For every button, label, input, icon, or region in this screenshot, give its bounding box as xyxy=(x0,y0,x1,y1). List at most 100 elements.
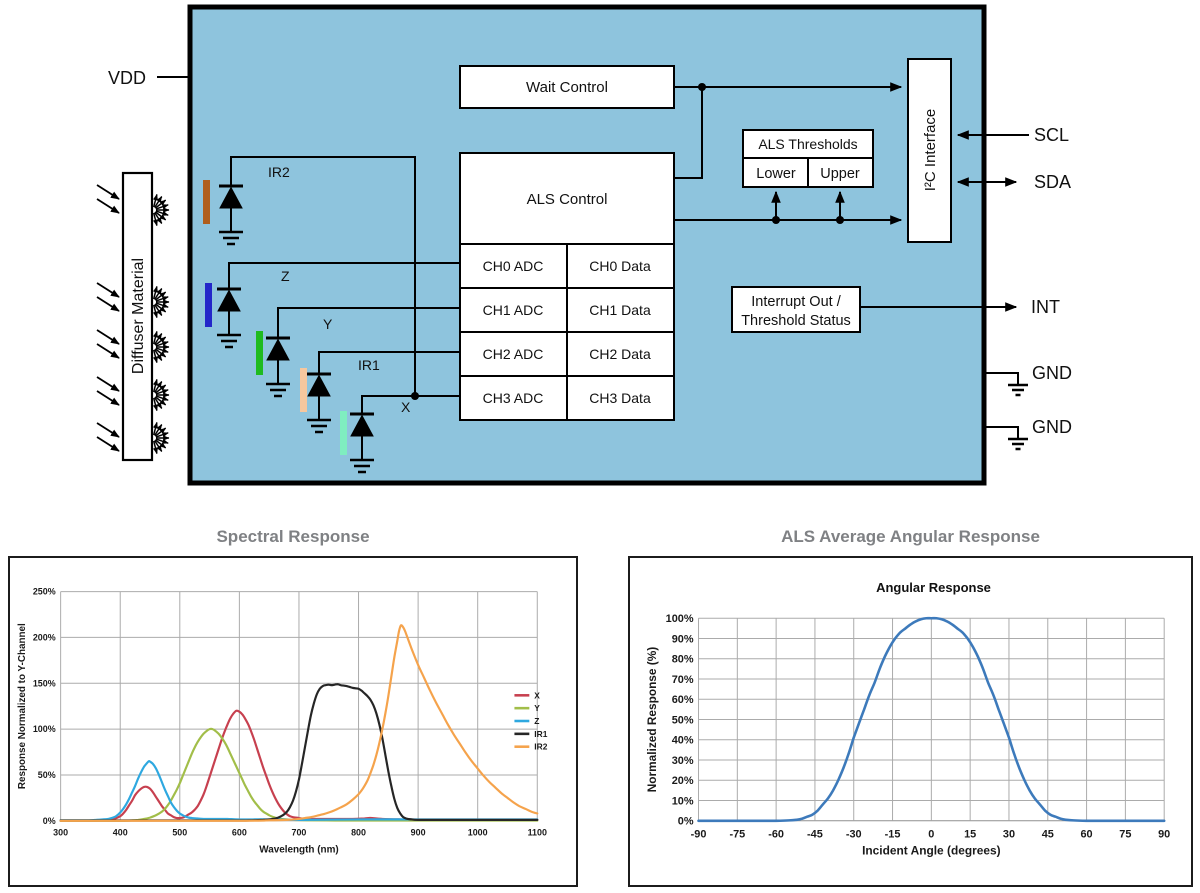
interrupt-box xyxy=(731,286,861,333)
tick-labels: 0% 10% 20% 30% 40% 50% 60% 70% 80% 90% 100% -90 -75 -… xyxy=(666,613,1171,840)
i2c-interface-box xyxy=(907,58,952,243)
x-tick: -75 xyxy=(729,829,745,841)
angular-chart-title: ALS Average Angular Response xyxy=(781,527,1040,546)
diffuser-box xyxy=(121,171,154,462)
x-tick: -45 xyxy=(807,829,823,841)
sda-pin-label: SDA xyxy=(1034,172,1071,192)
ch1-adc-label: CH1 ADC xyxy=(483,302,544,318)
x-tick: 400 xyxy=(113,828,128,838)
x-tick: 45 xyxy=(1042,829,1054,841)
y-tick: 0% xyxy=(678,816,694,828)
photodiode-ir1: IR1 xyxy=(300,357,380,434)
y-axis-title: Normalized Response (%) xyxy=(645,647,659,793)
legend-label: IR1 xyxy=(534,729,547,739)
wait-control-box xyxy=(459,65,675,109)
diffusion-fan xyxy=(152,378,170,412)
int-pin-label: INT xyxy=(1031,297,1060,317)
y-tick: 200% xyxy=(33,633,56,643)
gnd-top-pin-label: GND xyxy=(1032,363,1072,383)
vdd-pin-label: VDD xyxy=(108,68,146,88)
photodiode-z: Z xyxy=(205,268,290,349)
x-tick: 800 xyxy=(351,828,366,838)
x-tick: -30 xyxy=(846,829,862,841)
wait-control-label: Wait Control xyxy=(526,79,608,96)
y-tick: 10% xyxy=(672,795,694,807)
y-tick: 70% xyxy=(672,674,694,686)
photodiode-ir2: IR2 xyxy=(203,164,290,246)
x-tick: 75 xyxy=(1119,829,1131,841)
diffuser-label: Diffuser Material xyxy=(130,258,147,374)
legend-label: X xyxy=(534,690,540,700)
y-tick: 50% xyxy=(672,714,694,726)
legend: XYZ IR1 IR2 xyxy=(514,690,548,752)
spectral-chart-title: Spectral Response xyxy=(216,527,370,546)
x-axis-title: Wavelength (nm) xyxy=(259,844,339,855)
ch1-data-label: CH1 Data xyxy=(589,302,651,318)
series-IR2-curve xyxy=(59,624,539,822)
filter-bar-y xyxy=(256,331,263,375)
y-tick: 100% xyxy=(666,613,694,625)
x-tick: 1000 xyxy=(468,828,488,838)
y-tick: 80% xyxy=(672,654,694,666)
data-cell xyxy=(566,287,675,333)
x-tick: -15 xyxy=(885,829,901,841)
blocks xyxy=(459,58,952,421)
interrupt-label-line2: Threshold Status xyxy=(741,313,851,329)
adc-cell xyxy=(459,243,568,289)
channel-label-ir1: IR1 xyxy=(358,357,380,373)
y-axis-title: Response Normalized to Y-Channel xyxy=(17,623,28,789)
y-tick: 100% xyxy=(33,724,56,734)
series-Angular Response-curve xyxy=(697,616,1166,823)
diffusion-fan xyxy=(152,330,170,364)
diffusion-fan xyxy=(152,285,170,319)
series-Z-curve xyxy=(59,760,539,822)
x-tick: 30 xyxy=(1003,829,1015,841)
adc-cell xyxy=(459,287,568,333)
ch0-adc-label: CH0 ADC xyxy=(483,258,544,274)
i2c-interface-label: I²C Interface xyxy=(922,109,939,192)
y-tick: 150% xyxy=(33,678,56,688)
diffusion-fan xyxy=(152,421,170,455)
x-tick: 0 xyxy=(928,829,934,841)
series-IR1-curve xyxy=(59,683,539,822)
x-tick: 60 xyxy=(1081,829,1093,841)
wait-branch-dot xyxy=(698,83,706,91)
y-tick: 30% xyxy=(672,755,694,767)
ch0-data-label: CH0 Data xyxy=(589,258,651,274)
data-cell xyxy=(566,243,675,289)
channel-label-x: X xyxy=(401,399,411,415)
diffusion-fan xyxy=(152,193,170,227)
block-diagram: VDD Diffuser Material IR2 Z xyxy=(96,4,1072,486)
photodiode-y: Y xyxy=(256,316,333,398)
gnd-bottom-pin-label: GND xyxy=(1032,417,1072,437)
series-X-curve xyxy=(59,709,539,822)
tick-labels: 0% 50% 100% 150% 200% 250% 300 400 500 600 700 800 9… xyxy=(33,587,547,838)
threshold-lower-label: Lower xyxy=(756,166,796,182)
y-tick: 40% xyxy=(672,735,694,747)
x-tick: 700 xyxy=(292,828,307,838)
filter-bar-ir2 xyxy=(203,180,210,224)
legend-label: Z xyxy=(534,716,539,726)
filter-bar-x xyxy=(340,411,347,455)
x-tick: 300 xyxy=(53,828,68,838)
x-tick: 900 xyxy=(411,828,426,838)
series-curves xyxy=(59,624,539,822)
ch2-data-label: CH2 Data xyxy=(589,346,651,362)
angular-chart-panel: 0% 10% 20% 30% 40% 50% 60% 70% 80% 90% 100% -90 -75 -… xyxy=(628,556,1193,887)
channel-label-z: Z xyxy=(281,268,290,284)
bus-lines xyxy=(674,82,1029,439)
adc-cell xyxy=(459,375,568,421)
threshold-upper-label: Upper xyxy=(820,166,860,182)
series-curves xyxy=(697,616,1166,823)
y-tick: 60% xyxy=(672,694,694,706)
x-tick: 500 xyxy=(172,828,187,838)
als-control-label: ALS Control xyxy=(527,191,608,208)
filter-bar-z xyxy=(205,283,212,327)
gridlines xyxy=(698,617,1165,822)
incident-light-arrows xyxy=(96,184,120,452)
channel-label-y: Y xyxy=(323,316,333,332)
x-tick: 90 xyxy=(1158,829,1170,841)
legend-label: Y xyxy=(534,703,540,713)
photodiode-x: X xyxy=(340,399,411,474)
